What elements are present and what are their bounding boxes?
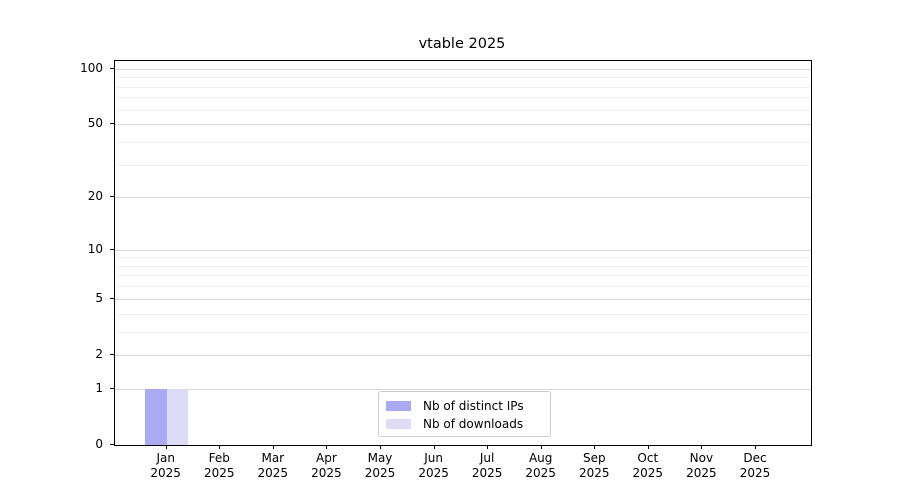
x-tick-label: Nov 2025 [686,451,717,481]
y-gridline-minor [115,332,811,333]
y-gridline-major [115,68,811,70]
legend-swatch [386,419,411,429]
y-tick-mark [110,387,114,389]
y-tick-label: 1 [95,380,103,395]
x-tick-mark [487,445,489,449]
y-tick-label: 10 [87,241,103,256]
x-tick-label: Jul 2025 [471,451,503,481]
y-gridline-minor [115,97,811,99]
y-tick-label: 5 [95,290,103,305]
y-gridline-major [115,298,811,300]
x-tick-label: Feb 2025 [204,451,235,481]
x-tick-mark [594,445,596,449]
legend-row: Nb of downloads [386,415,550,433]
y-tick-label: 0 [95,437,103,451]
legend-label: Nb of distinct IPs [423,399,524,413]
legend-row: Nb of distinct IPs [386,397,550,415]
y-gridline-minor [115,77,811,79]
x-tick-label: Apr 2025 [311,451,342,481]
y-gridline-minor [115,109,811,111]
y-gridline-major [115,355,811,357]
y-tick-mark [110,444,114,445]
x-tick-label: Jan 2025 [150,451,181,481]
bar [166,388,189,445]
y-tick-label: 20 [87,188,103,203]
x-tick-label: Aug 2025 [525,451,556,481]
y-tick-mark [110,248,114,250]
y-gridline-minor [115,275,811,277]
x-tick-label: Sep 2025 [579,451,610,481]
y-gridline-major [115,124,811,126]
x-tick-label: Dec 2025 [739,451,771,481]
legend-swatch [386,401,411,411]
x-tick-mark [433,445,435,449]
y-tick-label: 100 [80,60,103,75]
x-tick-label: Mar 2025 [257,451,289,481]
legend-label: Nb of downloads [423,417,524,431]
x-tick-label: May 2025 [364,451,396,481]
y-gridline-minor [115,286,811,288]
x-tick-label: Jun 2025 [418,451,449,481]
y-tick-mark [110,354,114,356]
y-gridline-major [115,388,811,390]
x-tick-mark [647,445,649,449]
y-gridline-minor [115,257,811,259]
legend: Nb of distinct IPs Nb of downloads [378,391,551,437]
y-tick-mark [110,67,114,69]
y-tick-mark [110,195,114,197]
y-tick-mark [110,123,114,125]
x-tick-mark [165,445,167,449]
y-tick-mark [110,297,114,299]
y-tick-label: 50 [87,116,103,131]
y-gridline-major [115,249,811,251]
x-tick-mark [755,445,756,449]
y-gridline-minor [115,165,811,166]
x-tick-mark [272,445,274,449]
x-tick-mark [540,445,542,449]
x-tick-mark [219,445,221,449]
x-tick-mark [326,445,328,449]
x-tick-label: Oct 2025 [632,451,664,481]
y-gridline-minor [115,142,811,144]
chart-title: vtable 2025 [418,36,506,52]
x-tick-mark [380,445,381,449]
x-tick-mark [701,445,703,449]
y-tick-label: 2 [95,347,103,362]
y-gridline-major [115,196,811,198]
plot-area [114,60,812,446]
bar [145,388,167,445]
y-gridline-minor [115,265,811,267]
y-gridline-minor [115,86,811,88]
y-gridline-minor [115,313,811,315]
